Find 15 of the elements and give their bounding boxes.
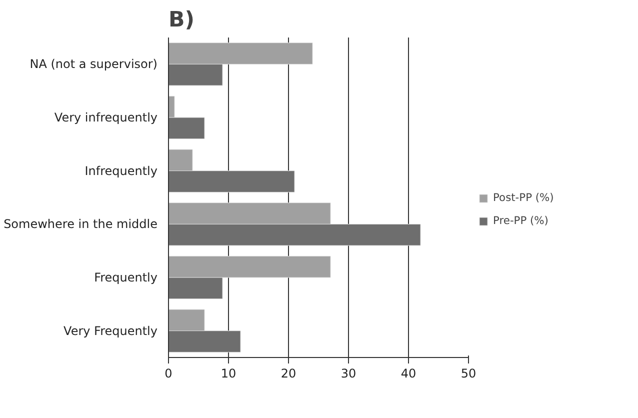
legend-label: Pre-PP (%) [493, 214, 548, 227]
x-tick-label: 30 [340, 366, 356, 380]
x-tick-label: 50 [460, 366, 476, 380]
y-tick-label: Very Frequently [64, 324, 158, 338]
legend-label: Post-PP (%) [493, 191, 554, 204]
y-tick-label: Somewhere in the middle [4, 217, 158, 232]
x-tick-label: 40 [400, 366, 416, 380]
y-tick-label: Frequently [94, 270, 158, 284]
x-tick-label: 10 [220, 366, 236, 380]
y-tick-label: Very infrequently [54, 110, 158, 124]
x-tick-label: 0 [164, 366, 172, 380]
chart-title: B) [168, 8, 195, 32]
y-tick-label: NA (not a supervisor) [30, 57, 158, 72]
y-tick-label: Infrequently [84, 164, 158, 178]
x-tick-label: 20 [280, 366, 296, 380]
